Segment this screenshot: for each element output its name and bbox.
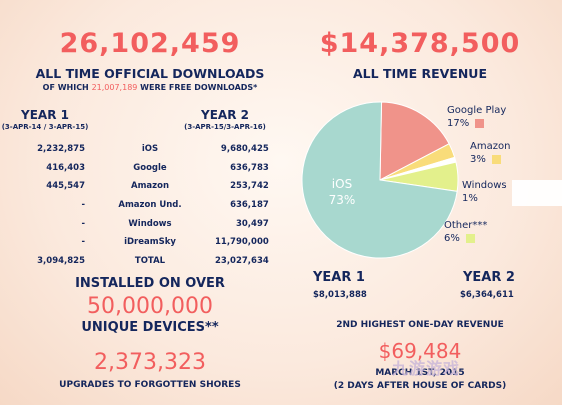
downloads-total: 26,102,459: [59, 28, 241, 59]
platform-cell: iDreamSky: [124, 237, 176, 248]
downloads-sub-prefix: OF WHICH: [42, 83, 89, 92]
platform-cell: Amazon Und.: [118, 200, 182, 211]
downloads-subtitle: OF WHICH 21,007,189 WERE FREE DOWNLOADS*: [0, 83, 300, 92]
year2-range: (3-APR-15/3-APR-16): [184, 123, 266, 131]
revenue-year1-value: $8,013,888: [313, 290, 367, 300]
table-row: - Windows 30,497: [5, 214, 269, 233]
pie-value-ios: 73%: [329, 193, 356, 207]
best-day-value: $69,484: [378, 339, 462, 363]
year1-cell: -: [81, 237, 85, 248]
legend-windows-value: 1%: [462, 193, 478, 204]
year2-cell: 23,027,634: [215, 255, 269, 266]
upgrades-number: 2,373,323: [94, 350, 206, 375]
legend-amazon-value: 3%: [470, 154, 486, 165]
revenue-year1-label: YEAR 1: [313, 270, 365, 285]
year2-cell: 9,680,425: [220, 144, 269, 155]
revenue-total: $14,378,500: [319, 28, 521, 59]
platform-cell: iOS: [141, 144, 159, 155]
platform-cell: Google: [133, 162, 167, 173]
legend-other: Other*** 6%: [444, 219, 487, 245]
legend-other-swatch: [465, 233, 475, 243]
legend-google-play-value: 17%: [447, 118, 470, 129]
year2-cell: 636,783: [230, 162, 269, 173]
platform-cell: TOTAL: [134, 255, 166, 266]
legend-amazon-swatch: [491, 154, 501, 164]
year1-range: (3-APR-14 / 3-APR-15): [1, 123, 89, 131]
pie-slice-ios: [301, 101, 458, 259]
legend-google-play-label: Google Play: [447, 105, 507, 116]
year1-cell: 2,232,875: [37, 144, 85, 155]
legend-amazon-label: Amazon: [470, 141, 511, 152]
legend-other-value: 6%: [444, 233, 460, 244]
revenue-year2-value: $6,364,611: [460, 290, 514, 300]
installs-line1: INSTALLED ON OVER: [75, 276, 225, 291]
best-day-title: 2ND HIGHEST ONE-DAY REVENUE: [336, 320, 504, 330]
best-day-date: MARCH 1ST, 2015: [375, 368, 465, 378]
platform-cell: Windows: [128, 218, 172, 229]
legend-other-label: Other***: [444, 220, 488, 231]
installs-line3: UNIQUE DEVICES**: [81, 320, 219, 335]
pie-slice-google-play: [379, 101, 450, 181]
free-downloads-count: 21,007,189: [91, 83, 138, 92]
table-row: 2,232,875 iOS 9,680,425: [5, 140, 269, 159]
year2-cell: 636,187: [230, 200, 269, 211]
year1-label: YEAR 1: [21, 108, 69, 122]
year1-cell: -: [81, 200, 85, 211]
table-row: 3,094,825 TOTAL 23,027,634: [5, 252, 269, 271]
watermark-patch: [512, 180, 562, 206]
year2-cell: 30,497: [235, 218, 269, 229]
best-day-note: (2 DAYS AFTER HOUSE OF CARDS): [333, 381, 507, 391]
downloads-table: 2,232,875 iOS 9,680,425 416,403 Google 636,78…: [5, 140, 269, 270]
pie-label-ios: iOS: [332, 177, 352, 191]
table-row: - iDreamSky 11,790,000: [5, 233, 269, 252]
revenue-year2-label: YEAR 2: [463, 270, 515, 285]
year1-cell: -: [81, 218, 85, 229]
table-row: 416,403 Google 636,783: [5, 159, 269, 178]
upgrades-label: UPGRADES TO FORGOTTEN SHORES: [59, 380, 241, 390]
legend-windows-label: Windows: [462, 180, 507, 191]
legend-windows: Windows 1%: [462, 179, 507, 205]
platform-cell: Amazon: [130, 181, 169, 192]
year2-cell: 253,742: [230, 181, 269, 192]
year1-cell: 416,403: [46, 162, 85, 173]
legend-google-play-swatch: [475, 118, 485, 128]
watermark-logo: 九游游戏: [392, 359, 461, 378]
year1-cell: 3,094,825: [37, 255, 85, 266]
table-row: 445,547 Amazon 253,742: [5, 177, 269, 196]
downloads-title: ALL TIME OFFICIAL DOWNLOADS: [35, 66, 265, 81]
legend-amazon: Amazon 3%: [470, 140, 510, 166]
year1-cell: 445,547: [46, 181, 85, 192]
downloads-sub-suffix: WERE FREE DOWNLOADS*: [140, 83, 258, 92]
year2-label: YEAR 2: [201, 108, 249, 122]
revenue-pie-chart: iOS 73%: [301, 101, 459, 259]
year2-cell: 11,790,000: [215, 237, 269, 248]
legend-google-play: Google Play 17%: [447, 104, 506, 130]
revenue-title: ALL TIME REVENUE: [353, 66, 487, 81]
installs-number: 50,000,000: [87, 294, 213, 319]
table-row: - Amazon Und. 636,187: [5, 196, 269, 215]
